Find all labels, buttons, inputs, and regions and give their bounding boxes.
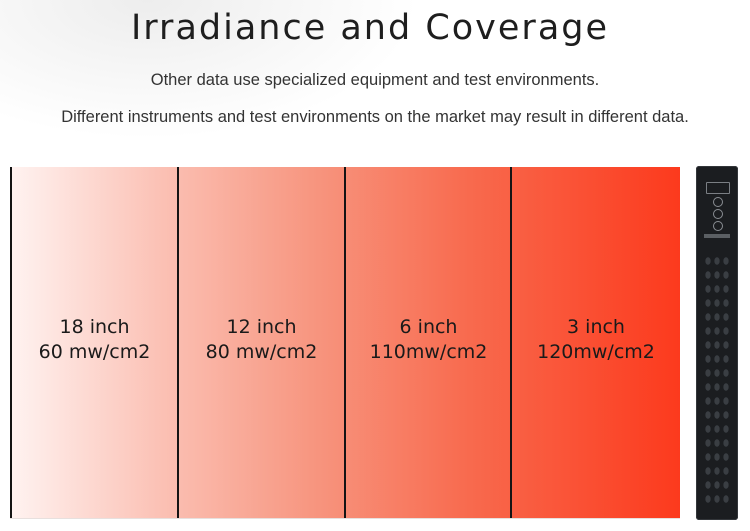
mode-button-icon [713,209,723,219]
page-title: Irradiance and Coverage [130,8,610,48]
zone-divider [344,167,346,518]
zone-divider [510,167,512,518]
control-panel [701,176,733,242]
brand-plate [704,234,730,238]
zone-distance: 3 inch [567,316,625,338]
zone-label: 18 inch 60 mw/cm2 [12,315,177,365]
subtitle-disclaimer: Different instruments and test environme… [61,108,689,126]
zone-distance: 18 inch [59,316,130,338]
zone-divider [10,167,12,518]
zone-irradiance: 120mw/cm2 [537,341,655,363]
zone-distance: 12 inch [226,316,297,338]
power-button-icon [713,197,723,207]
zone-divider [177,167,179,518]
zone-6-inch: 6 inch 110mw/cm2 [344,167,511,518]
subtitle-equipment-note: Other data use specialized equipment and… [150,71,600,89]
zone-label: 12 inch 80 mw/cm2 [179,315,344,365]
zone-18-inch: 18 inch 60 mw/cm2 [10,167,177,518]
zone-irradiance: 60 mw/cm2 [38,341,151,363]
background-glare [0,0,420,140]
timer-button-icon [713,221,723,231]
zone-12-inch: 12 inch 80 mw/cm2 [177,167,344,518]
zone-irradiance: 80 mw/cm2 [205,341,318,363]
zone-3-inch: 3 inch 120mw/cm2 [510,167,680,518]
vent-grille-left [703,254,713,506]
zone-label: 3 inch 120mw/cm2 [512,315,680,365]
zone-irradiance: 110mw/cm2 [369,341,488,363]
irradiance-zones: 18 inch 60 mw/cm2 12 inch 80 mw/cm2 6 in… [10,167,680,519]
vent-grille-right [721,254,731,506]
light-panel-device [696,166,738,520]
zone-distance: 6 inch [399,316,458,338]
zone-label: 6 inch 110mw/cm2 [346,315,511,365]
device-display-icon [706,182,730,194]
vent-grille-middle [712,254,722,506]
